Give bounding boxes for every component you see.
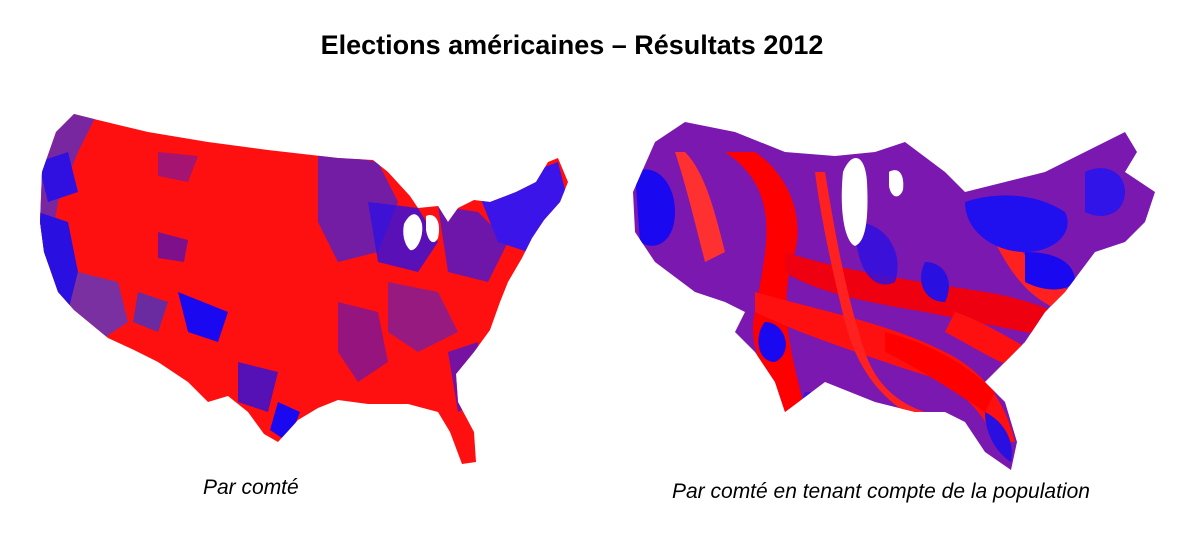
lake-michigan bbox=[403, 214, 423, 251]
page-title: Elections américaines – Résultats 2012 bbox=[320, 30, 824, 60]
county-map-caption: Par comté bbox=[203, 476, 299, 499]
population-cartogram-caption: Par comté en tenant compte de la populat… bbox=[672, 480, 1090, 503]
population-cartogram bbox=[625, 112, 1165, 474]
population-cartogram-svg bbox=[633, 122, 1155, 470]
lake-huron bbox=[426, 214, 440, 243]
cartogram-lake-michigan bbox=[841, 158, 868, 246]
county-map bbox=[38, 112, 588, 472]
county-map-svg bbox=[40, 114, 568, 464]
cartogram-lake-huron bbox=[889, 170, 904, 197]
county-map-fill bbox=[40, 114, 568, 464]
cartogram-fill bbox=[633, 122, 1155, 470]
